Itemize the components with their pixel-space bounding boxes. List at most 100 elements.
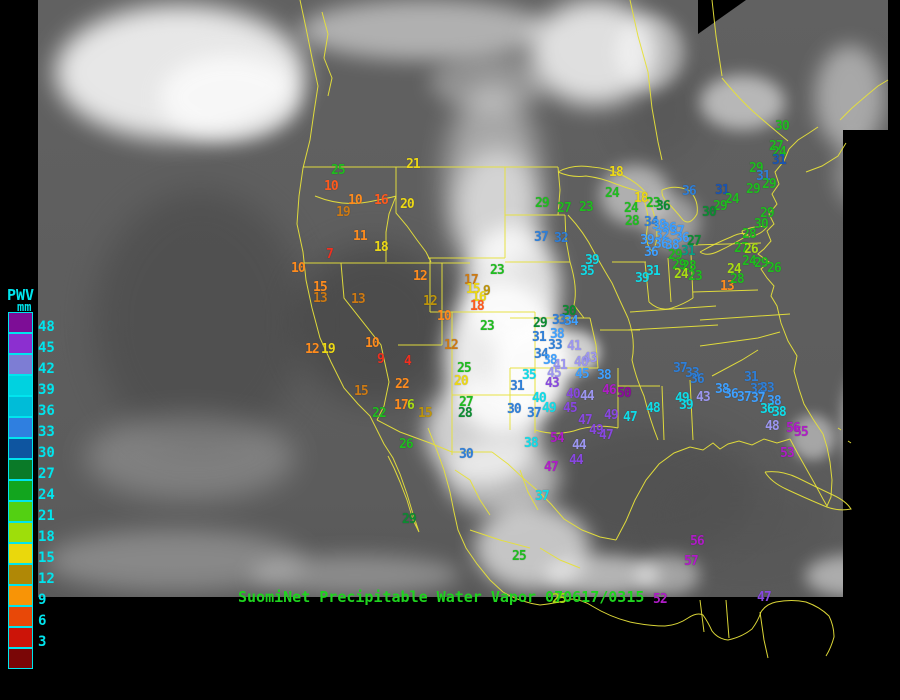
station-pwv-value: 40 — [532, 391, 547, 406]
station-pwv-value: 31 — [510, 379, 525, 394]
station-pwv-value: 10 — [291, 261, 306, 276]
station-pwv-value: 48 — [765, 419, 780, 434]
station-pwv-value: 19 — [336, 205, 351, 220]
station-pwv-value: 27 — [769, 139, 784, 154]
legend-value-label: 33 — [38, 424, 55, 440]
legend-value-label: 42 — [38, 361, 55, 377]
station-pwv-value: 18 — [634, 191, 649, 206]
station-pwv-value: 29 — [713, 199, 728, 214]
station-pwv-value: 49 — [589, 423, 604, 438]
legend-value-label: 36 — [38, 403, 55, 419]
station-pwv-value: 36 — [654, 237, 669, 252]
station-pwv-value: 38 — [550, 327, 565, 342]
cloud-blob — [160, 55, 300, 140]
station-pwv-value: 24 — [725, 192, 740, 207]
station-pwv-value: 12 — [305, 342, 320, 357]
station-pwv-value: 37 — [737, 390, 752, 405]
station-pwv-value: 34 — [534, 347, 549, 362]
station-pwv-value: 27 — [687, 234, 702, 249]
legend-value-label: 15 — [38, 550, 55, 566]
station-pwv-value: 6 — [407, 398, 415, 413]
cloud-blob — [430, 55, 550, 110]
station-pwv-value: 39 — [585, 253, 600, 268]
legend-value-label: 18 — [38, 529, 55, 545]
station-pwv-value: 27 — [557, 201, 572, 216]
station-pwv-value: 35 — [522, 368, 537, 383]
station-pwv-value: 32 — [655, 228, 670, 243]
station-pwv-value: 30 — [775, 119, 790, 134]
station-pwv-value: 37 — [527, 406, 542, 421]
station-pwv-value: 16 — [472, 290, 487, 305]
station-pwv-value: 13 — [313, 291, 328, 306]
cloud-blob — [250, 555, 460, 595]
cloud-blob — [85, 415, 295, 500]
station-pwv-value: 47 — [544, 460, 559, 475]
station-pwv-value: 53 — [780, 446, 795, 461]
station-pwv-value: 26 — [399, 437, 414, 452]
legend-color-box — [8, 543, 33, 564]
station-pwv-value: 46 — [602, 383, 617, 398]
station-pwv-value: 24 — [605, 186, 620, 201]
station-pwv-value: 9 — [377, 352, 385, 367]
station-pwv-value: 47 — [578, 413, 593, 428]
station-pwv-value: 23 — [490, 263, 505, 278]
station-pwv-value: 38 — [665, 238, 680, 253]
station-pwv-value: 37 — [670, 224, 685, 239]
station-pwv-value: 36 — [662, 221, 677, 236]
cloud-blob — [615, 15, 685, 90]
station-pwv-value: 36 — [656, 199, 671, 214]
legend-color-box — [8, 312, 33, 333]
legend-color-box — [8, 606, 33, 627]
station-pwv-value: 30 — [754, 217, 769, 232]
station-pwv-value: 24 — [727, 262, 742, 277]
station-pwv-value: 28 — [742, 227, 757, 242]
station-pwv-value: 33 — [552, 313, 567, 328]
station-pwv-value: 36 — [675, 231, 690, 246]
station-pwv-value: 24 — [624, 201, 639, 216]
station-pwv-value: 36 — [724, 387, 739, 402]
legend-color-box — [8, 585, 33, 606]
station-pwv-value: 43 — [696, 390, 711, 405]
legend-color-box — [8, 354, 33, 375]
station-pwv-value: 45 — [547, 366, 562, 381]
station-pwv-value: 9 — [483, 284, 491, 299]
station-pwv-value: 31 — [756, 169, 771, 184]
station-pwv-value: 19 — [321, 342, 336, 357]
station-pwv-value: 10 — [365, 336, 380, 351]
station-pwv-value: 43 — [545, 376, 560, 391]
station-pwv-value: 50 — [617, 386, 632, 401]
legend-color-box — [8, 501, 33, 522]
station-pwv-value: 22 — [395, 377, 410, 392]
station-pwv-value: 33 — [760, 381, 775, 396]
station-pwv-value: 13 — [720, 279, 735, 294]
station-pwv-value: 16 — [374, 193, 389, 208]
legend-color-box — [8, 627, 33, 648]
station-pwv-value: 20 — [454, 374, 469, 389]
legend-color-box — [8, 564, 33, 585]
station-pwv-value: 23 — [646, 196, 661, 211]
station-pwv-value: 38 — [524, 436, 539, 451]
legend-color-box — [8, 417, 33, 438]
legend-color-box — [8, 375, 33, 396]
station-pwv-value: 56 — [786, 421, 801, 436]
station-pwv-value: 43 — [583, 351, 598, 366]
station-pwv-value: 25 — [457, 361, 472, 376]
station-pwv-value: 39 — [635, 271, 650, 286]
station-pwv-value: 28 — [682, 259, 697, 274]
station-pwv-value: 47 — [599, 428, 614, 443]
station-pwv-value: 20 — [400, 197, 415, 212]
station-pwv-value: 18 — [374, 240, 389, 255]
cloud-blob — [635, 555, 700, 595]
station-pwv-value: 23 — [688, 269, 703, 284]
station-pwv-value: 37 — [535, 489, 550, 504]
station-pwv-value: 35 — [580, 264, 595, 279]
station-pwv-value: 38 — [543, 353, 558, 368]
legend-color-box — [8, 648, 33, 669]
station-pwv-value: 32 — [554, 231, 569, 246]
station-pwv-value: 38 — [772, 405, 787, 420]
satellite-imagery — [38, 0, 888, 597]
station-pwv-value: 28 — [730, 272, 745, 287]
station-pwv-value: 18 — [470, 299, 485, 314]
station-pwv-value: 36 — [644, 245, 659, 260]
